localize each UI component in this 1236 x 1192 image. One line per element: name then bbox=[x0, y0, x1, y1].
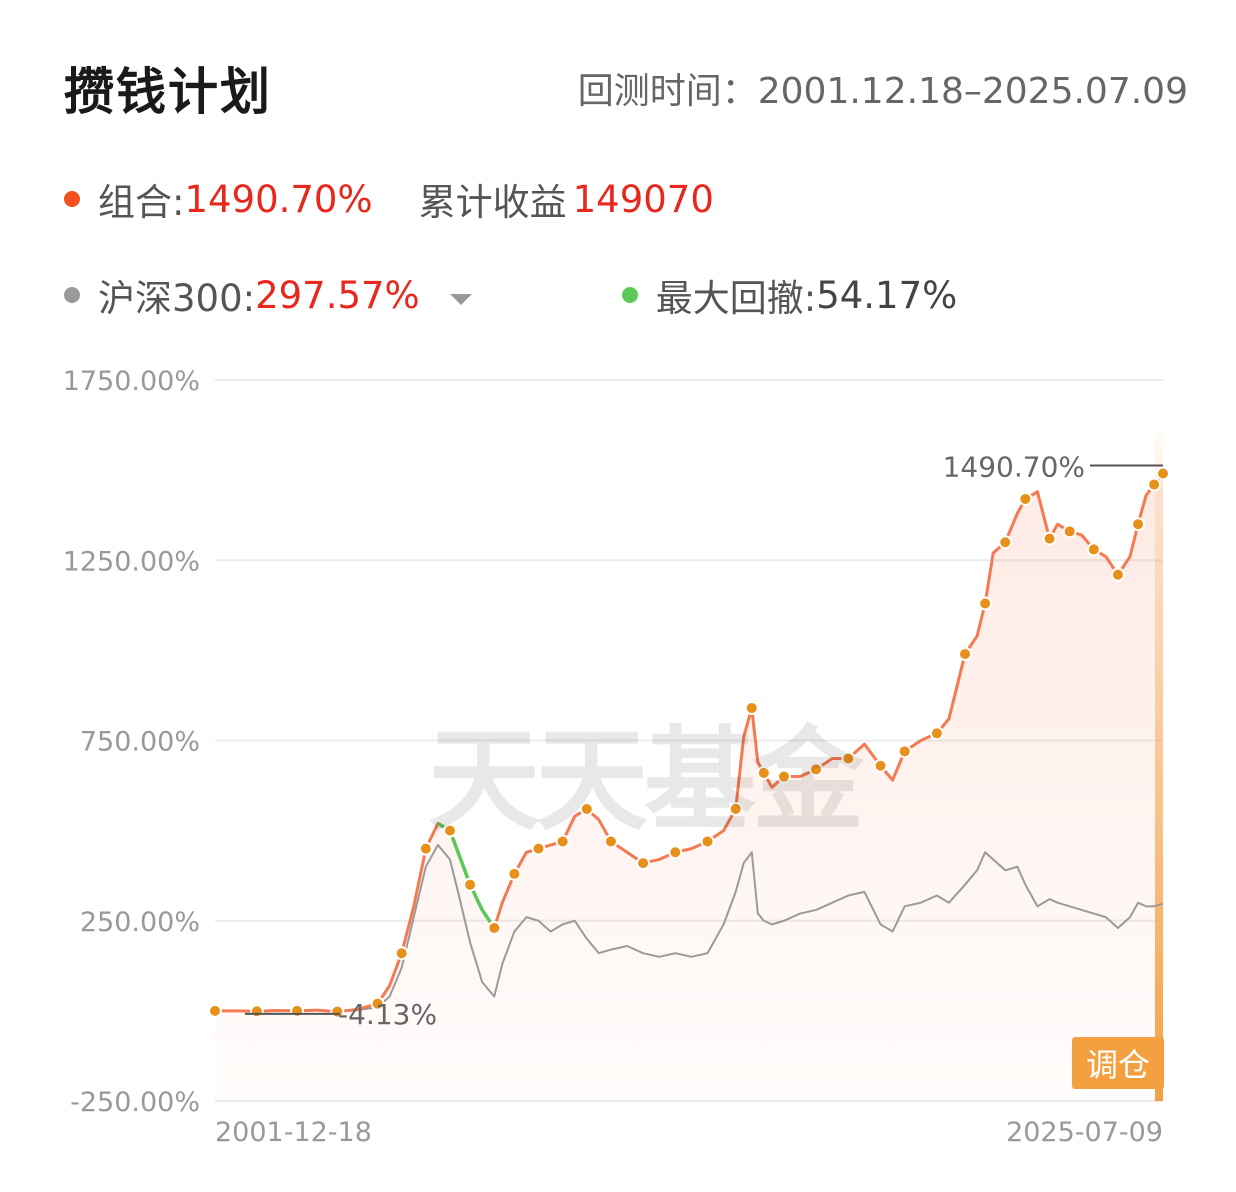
rebalance-marker bbox=[929, 726, 944, 741]
cumulative-label: 累计收益 bbox=[418, 181, 567, 224]
rebalance-marker bbox=[1131, 517, 1146, 532]
y-tick-label: 1750.00% bbox=[63, 366, 200, 397]
period-label: 回测时间： bbox=[577, 71, 758, 112]
rebalance-marker bbox=[1042, 531, 1057, 546]
rebalance-marker bbox=[208, 1003, 222, 1018]
legend-row-portfolio: 组合: 1490.70% 累计收益 149070 bbox=[64, 172, 714, 226]
rebalance-marker bbox=[873, 758, 888, 773]
rebalance-marker bbox=[1086, 542, 1101, 557]
y-tick-label: 1250.00% bbox=[63, 546, 200, 577]
rebalance-marker bbox=[531, 841, 546, 856]
rebalance-marker bbox=[603, 834, 618, 849]
benchmark-line bbox=[215, 844, 1164, 1013]
drawdown-value: 54.17% bbox=[816, 273, 958, 317]
y-tick-label: 250.00% bbox=[80, 907, 200, 938]
performance-chart: 1750.00% 1250.00% 750.00% 250.00% -250.00% 20… bbox=[63, 366, 1170, 1148]
rebalance-marker bbox=[897, 744, 912, 759]
benchmark-label[interactable]: 沪深300: bbox=[98, 277, 256, 320]
benchmark-value: 297.57% bbox=[255, 273, 420, 317]
rebalance-button[interactable]: 调仓 bbox=[1072, 1037, 1164, 1089]
drawdown-label: 最大回撤: bbox=[655, 277, 817, 320]
rebalance-marker bbox=[1062, 524, 1077, 539]
edge-gradient-bar bbox=[1155, 430, 1163, 1101]
rebalance-marker bbox=[978, 596, 993, 611]
rebalance-marker bbox=[809, 762, 824, 777]
rebalance-marker bbox=[998, 535, 1013, 550]
backtest-period: 回测时间：2001.12.18–2025.07.09 bbox=[578, 62, 1188, 114]
rebalance-marker bbox=[394, 946, 409, 961]
rebalance-marker bbox=[290, 1003, 305, 1018]
portfolio-label: 组合: bbox=[98, 181, 185, 224]
min-value-label: -4.13% bbox=[338, 998, 437, 1031]
legend-row-benchmark: 沪深300: 297.57% 最大回撤: 54.17% bbox=[64, 268, 957, 322]
rebalance-marker bbox=[1110, 567, 1125, 582]
y-tick-label: -250.00% bbox=[70, 1087, 200, 1118]
rebalance-marker bbox=[668, 845, 683, 860]
drawdown-dot-icon bbox=[621, 287, 638, 303]
rebalance-marker bbox=[1147, 477, 1162, 492]
rebalance-marker bbox=[249, 1004, 264, 1019]
portfolio-dot-icon bbox=[64, 191, 80, 207]
period-value: 2001.12.18–2025.07.09 bbox=[757, 71, 1188, 112]
rebalance-marker bbox=[463, 877, 478, 892]
rebalance-marker bbox=[776, 769, 791, 784]
portfolio-value: 1490.70% bbox=[184, 177, 373, 221]
rebalance-marker bbox=[1018, 491, 1033, 506]
y-tick-label: 750.00% bbox=[80, 727, 200, 758]
rebalance-marker bbox=[728, 801, 743, 816]
rebalance-marker bbox=[1156, 466, 1170, 481]
rebalance-marker bbox=[958, 646, 973, 661]
rebalance-marker bbox=[507, 866, 522, 881]
x-tick-label: 2001-12-18 bbox=[215, 1117, 372, 1148]
rebalance-marker bbox=[418, 841, 433, 856]
rebalance-marker bbox=[744, 701, 759, 716]
benchmark-dot-icon bbox=[64, 287, 80, 303]
rebalance-marker bbox=[555, 834, 570, 849]
rebalance-marker bbox=[442, 823, 457, 838]
rebalance-marker bbox=[841, 751, 856, 766]
x-tick-label: 2025-07-09 bbox=[1006, 1117, 1163, 1148]
rebalance-marker bbox=[700, 834, 715, 849]
page-title: 攒钱计划 bbox=[64, 63, 272, 121]
portfolio-area bbox=[215, 473, 1163, 1101]
chevron-down-icon[interactable] bbox=[449, 293, 472, 305]
rebalance-marker bbox=[370, 996, 385, 1011]
rebalance-marker bbox=[756, 765, 771, 780]
rebalance-marker bbox=[579, 801, 594, 816]
max-value-label: 1490.70% bbox=[943, 450, 1085, 483]
rebalance-marker bbox=[487, 920, 502, 935]
rebalance-marker bbox=[636, 856, 651, 871]
cumulative-value: 149070 bbox=[572, 177, 714, 221]
